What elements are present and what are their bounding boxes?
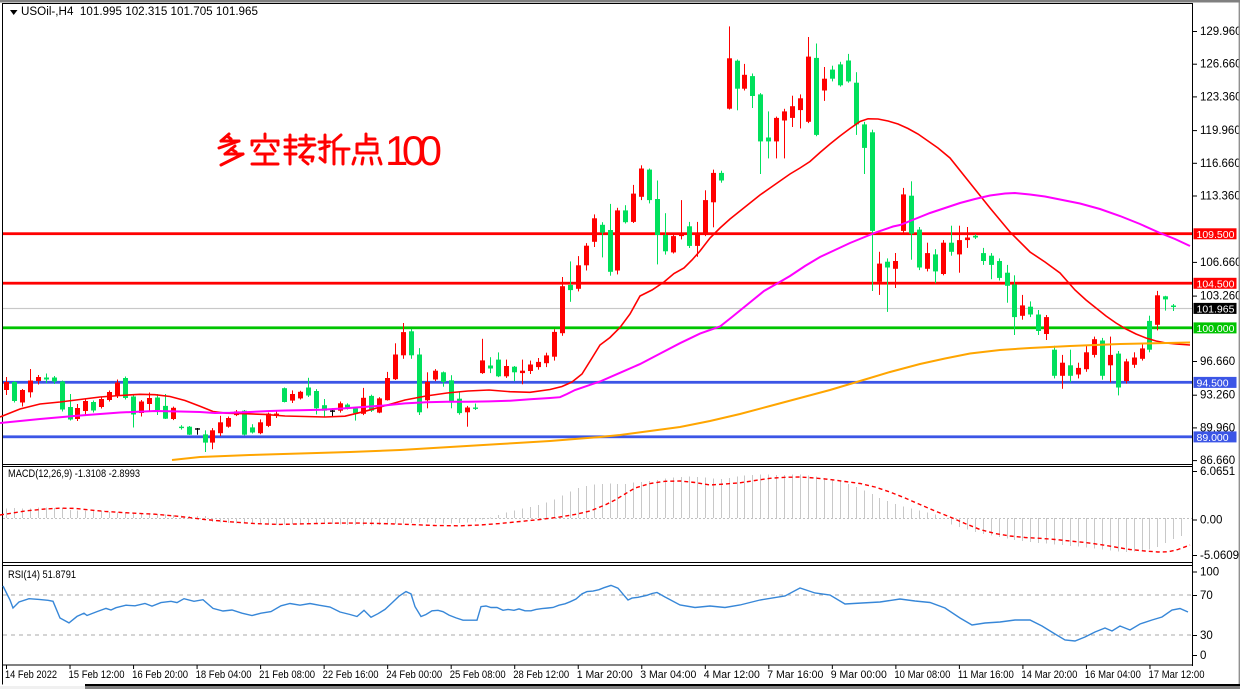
svg-text:93.260: 93.260 <box>1200 390 1235 402</box>
svg-text:14 Mar 20:00: 14 Mar 20:00 <box>1021 669 1077 681</box>
svg-text:70: 70 <box>1200 590 1213 602</box>
svg-text:0.00: 0.00 <box>1200 515 1222 527</box>
svg-text:22 Feb 16:00: 22 Feb 16:00 <box>323 669 379 681</box>
svg-text:USOil-,H4 101.995 102.315 101: USOil-,H4 101.995 102.315 101.705 101.96… <box>21 6 258 18</box>
svg-text:30: 30 <box>1200 630 1213 642</box>
svg-text:126.660: 126.660 <box>1200 59 1240 71</box>
svg-text:1 Mar 20:00: 1 Mar 20:00 <box>577 669 633 681</box>
svg-text:MACD(12,26,9) -1.3108 -2.8993: MACD(12,26,9) -1.3108 -2.8993 <box>8 468 140 480</box>
svg-text:24 Feb 00:00: 24 Feb 00:00 <box>386 669 442 681</box>
svg-text:0: 0 <box>1200 650 1206 662</box>
svg-text:86.660: 86.660 <box>1200 455 1235 467</box>
svg-text:10 Mar 08:00: 10 Mar 08:00 <box>894 669 950 681</box>
svg-text:6.0651: 6.0651 <box>1200 466 1235 478</box>
svg-text:100: 100 <box>385 127 442 174</box>
svg-text:123.360: 123.360 <box>1200 91 1240 103</box>
svg-text:129.960: 129.960 <box>1200 26 1240 38</box>
svg-text:100: 100 <box>1200 567 1219 579</box>
svg-text:4 Mar 12:00: 4 Mar 12:00 <box>704 669 760 681</box>
svg-text:106.660: 106.660 <box>1200 257 1240 269</box>
svg-text:9 Mar 00:00: 9 Mar 00:00 <box>831 669 887 681</box>
svg-text:94.500: 94.500 <box>1197 377 1229 389</box>
svg-text:101.965: 101.965 <box>1197 303 1235 315</box>
svg-text:14 Feb 2022: 14 Feb 2022 <box>5 669 57 681</box>
svg-text:11 Mar 16:00: 11 Mar 16:00 <box>958 669 1014 681</box>
svg-text:16 Feb 20:00: 16 Feb 20:00 <box>132 669 188 681</box>
svg-text:17 Mar 12:00: 17 Mar 12:00 <box>1149 669 1205 681</box>
svg-text:103.260: 103.260 <box>1200 291 1240 303</box>
svg-text:113.360: 113.360 <box>1200 191 1240 203</box>
svg-text:104.500: 104.500 <box>1197 278 1235 290</box>
svg-text:RSI(14) 51.8791: RSI(14) 51.8791 <box>8 569 76 581</box>
svg-text:119.960: 119.960 <box>1200 125 1240 137</box>
svg-text:89.000: 89.000 <box>1197 432 1229 444</box>
svg-text:96.660: 96.660 <box>1200 356 1235 368</box>
svg-text:7 Mar 16:00: 7 Mar 16:00 <box>767 669 823 681</box>
svg-text:28 Feb 12:00: 28 Feb 12:00 <box>513 669 569 681</box>
svg-text:25 Feb 08:00: 25 Feb 08:00 <box>450 669 506 681</box>
svg-text:21 Feb 08:00: 21 Feb 08:00 <box>259 669 315 681</box>
svg-text:18 Feb 04:00: 18 Feb 04:00 <box>196 669 252 681</box>
svg-text:109.500: 109.500 <box>1197 229 1235 241</box>
svg-text:3 Mar 04:00: 3 Mar 04:00 <box>640 669 696 681</box>
svg-text:16 Mar 04:00: 16 Mar 04:00 <box>1085 669 1141 681</box>
svg-text:15 Feb 12:00: 15 Feb 12:00 <box>69 669 125 681</box>
svg-text:116.660: 116.660 <box>1200 158 1240 170</box>
svg-text:100.000: 100.000 <box>1197 323 1235 335</box>
svg-text:-5.0609: -5.0609 <box>1200 550 1239 562</box>
